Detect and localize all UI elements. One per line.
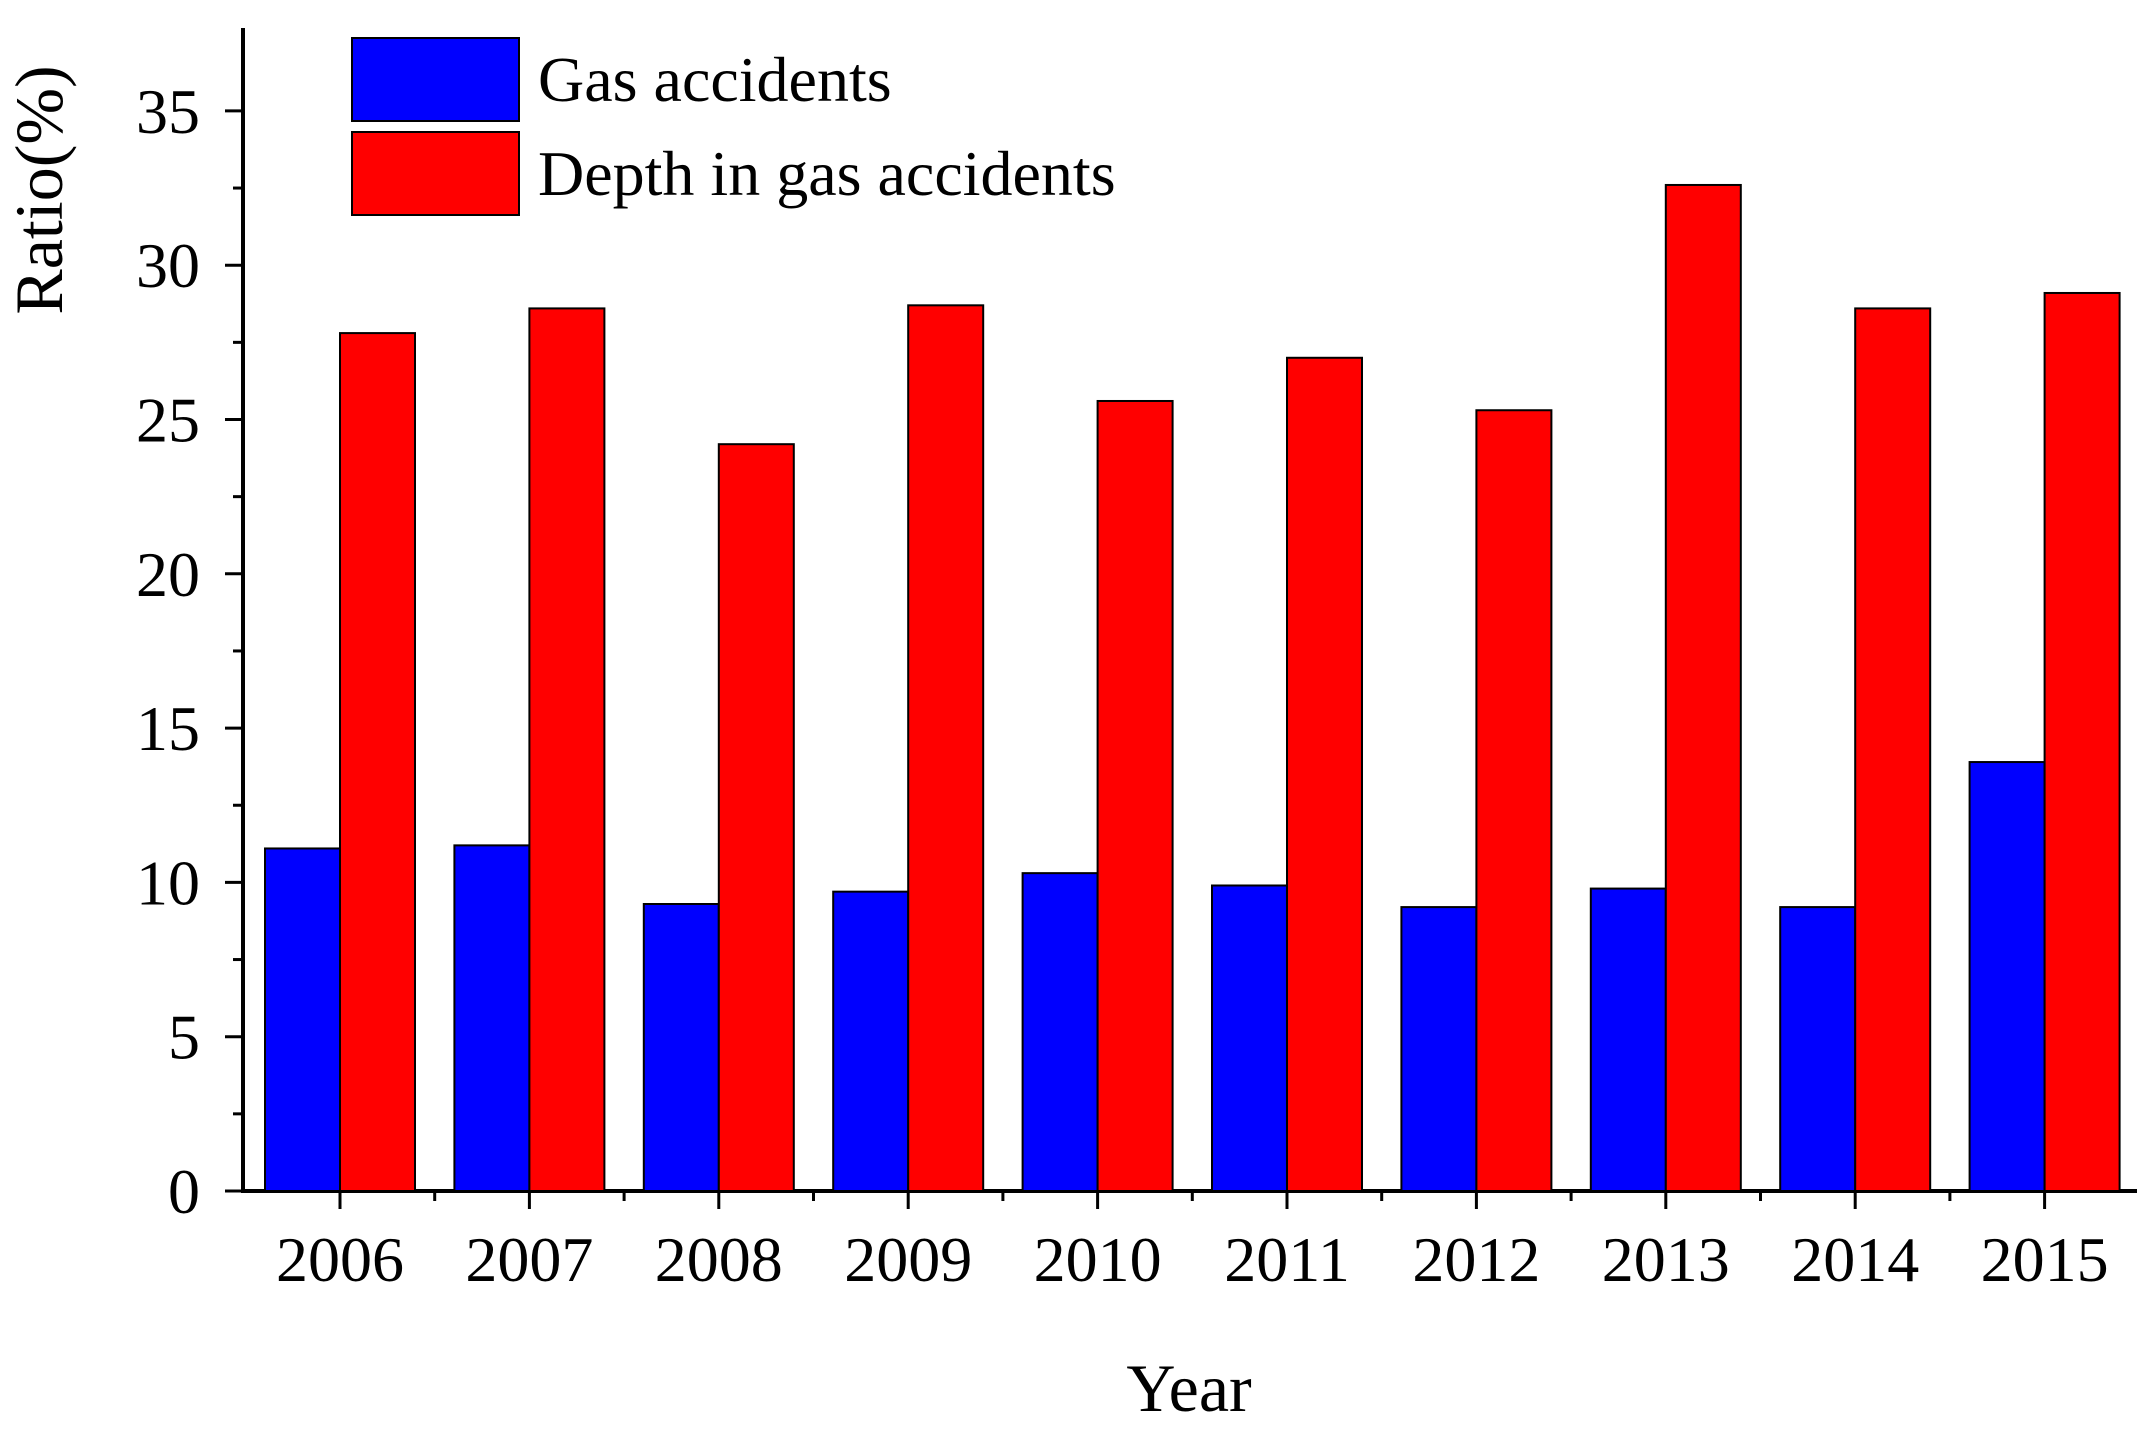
- x-tick-label: 2006: [276, 1224, 404, 1295]
- legend-label: Depth in gas accidents: [538, 138, 1116, 209]
- bar: [717, 443, 795, 1192]
- x-tick-label: 2008: [655, 1224, 783, 1295]
- legend: Gas accidents Depth in gas accidents: [351, 37, 1116, 216]
- bar: [1664, 183, 1742, 1193]
- bar: [1400, 906, 1478, 1192]
- legend-label: Gas accidents: [538, 44, 892, 115]
- bar: [453, 844, 531, 1192]
- bar: [1779, 906, 1857, 1192]
- x-tick-label: 2014: [1791, 1224, 1919, 1295]
- bar: [1021, 872, 1099, 1193]
- y-tick-label: 10: [136, 847, 200, 918]
- y-tick-label: 20: [136, 539, 200, 610]
- x-tick-label: 2013: [1602, 1224, 1730, 1295]
- x-tick-label: 2012: [1412, 1224, 1540, 1295]
- bar: [528, 307, 606, 1192]
- bar: [1475, 409, 1553, 1192]
- y-tick-label: 25: [136, 385, 200, 456]
- bar: [1286, 356, 1363, 1192]
- x-axis-ticks: 2006 2007 2008 2009 2010 2011 2012 2013 2014 2015: [276, 1191, 2109, 1295]
- x-tick-label: 2011: [1224, 1224, 1350, 1295]
- x-tick-label: 2007: [465, 1224, 593, 1295]
- bar: [832, 890, 910, 1193]
- y-axis-ticks: 0 5 10 15 20 25 30 35: [136, 76, 243, 1227]
- y-tick-label: 0: [168, 1156, 200, 1227]
- bars: [264, 183, 2121, 1193]
- bar: [1854, 307, 1932, 1192]
- x-tick-label: 2015: [1981, 1224, 2109, 1295]
- y-tick-label: 35: [136, 76, 200, 147]
- y-tick-label: 15: [136, 693, 200, 764]
- bar: [1968, 761, 2046, 1193]
- y-axis-title: Ratio(%): [1, 65, 77, 314]
- bar: [339, 332, 416, 1193]
- x-tick-label: 2010: [1034, 1224, 1162, 1295]
- bar: [1211, 884, 1288, 1193]
- bar: [1096, 399, 1174, 1192]
- bar: [642, 903, 720, 1192]
- x-tick-label: 2009: [844, 1224, 972, 1295]
- y-tick-label: 30: [136, 230, 200, 301]
- bar: [1589, 887, 1667, 1193]
- bar: [2043, 291, 2121, 1192]
- legend-swatch: [351, 37, 520, 122]
- x-axis-title: Year: [1126, 1350, 1252, 1426]
- bar: [264, 847, 341, 1192]
- y-tick-label: 5: [168, 1002, 200, 1073]
- legend-swatch: [351, 131, 520, 216]
- bar: [907, 304, 985, 1192]
